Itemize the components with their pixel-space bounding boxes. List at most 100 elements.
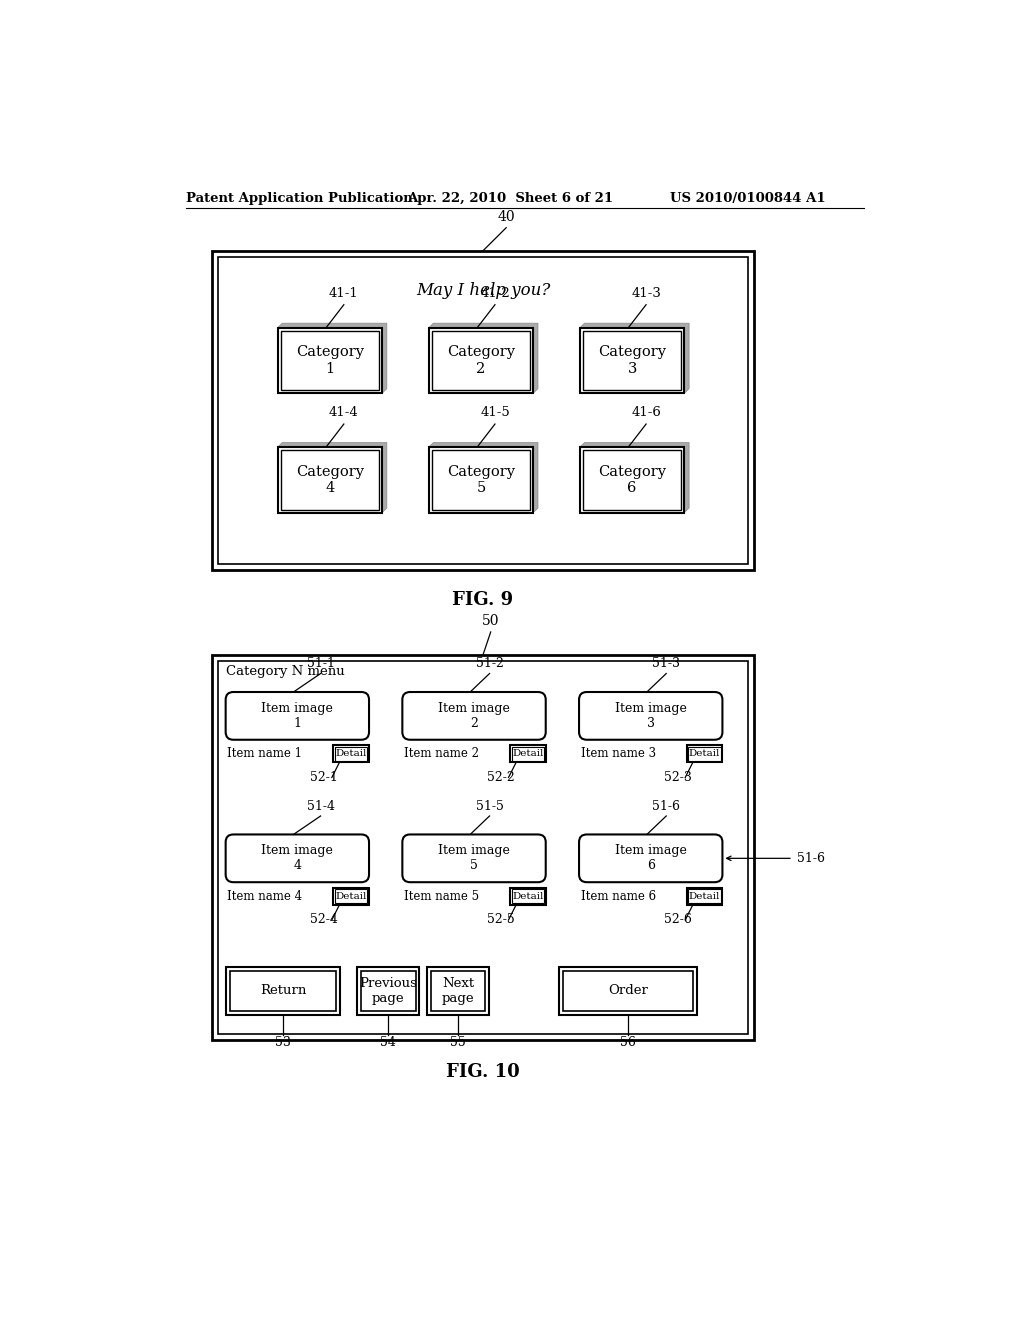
Text: 52-5: 52-5 (486, 913, 515, 927)
Text: 41-6: 41-6 (631, 407, 662, 420)
Text: May I help you?: May I help you? (416, 282, 550, 300)
Text: Detail: Detail (512, 750, 544, 758)
Text: 52-6: 52-6 (664, 913, 691, 927)
Bar (281, 331, 379, 391)
FancyBboxPatch shape (402, 834, 546, 882)
Polygon shape (580, 442, 689, 512)
Bar (431, 970, 485, 1011)
Text: 40: 40 (498, 210, 515, 224)
Text: Previous
page: Previous page (359, 977, 418, 1005)
Text: Category
3: Category 3 (598, 346, 667, 376)
Text: 51-2: 51-2 (475, 657, 504, 671)
Text: Item name 5: Item name 5 (403, 890, 479, 903)
Text: Patent Application Publication: Patent Application Publication (186, 191, 413, 205)
Bar (357, 966, 420, 1015)
Text: 41-5: 41-5 (480, 407, 510, 420)
Bar (278, 327, 382, 393)
Text: Item image
1: Item image 1 (261, 702, 333, 730)
Text: Item name 3: Item name 3 (581, 747, 655, 760)
Text: 52-2: 52-2 (486, 771, 515, 784)
Bar (512, 890, 544, 903)
Bar (687, 887, 722, 904)
Bar (427, 966, 489, 1015)
Text: Apr. 22, 2010  Sheet 6 of 21: Apr. 22, 2010 Sheet 6 of 21 (407, 191, 613, 205)
Text: 41-1: 41-1 (329, 286, 358, 300)
Text: Next
page: Next page (441, 977, 474, 1005)
Bar (212, 251, 755, 570)
Text: Detail: Detail (689, 750, 720, 758)
Text: Category
6: Category 6 (598, 465, 667, 495)
Bar (212, 655, 755, 1040)
Text: 51-6: 51-6 (652, 800, 680, 813)
Bar (512, 747, 544, 760)
Bar (432, 450, 530, 510)
Text: Return: Return (260, 985, 306, 998)
Text: Detail: Detail (512, 891, 544, 900)
Text: Item image
3: Item image 3 (614, 702, 687, 730)
Bar (580, 327, 684, 393)
Text: Item name 2: Item name 2 (403, 747, 479, 760)
Polygon shape (278, 323, 387, 393)
Text: 51-4: 51-4 (306, 800, 335, 813)
Text: 41-2: 41-2 (480, 286, 510, 300)
Text: 54: 54 (381, 1036, 396, 1049)
Text: Detail: Detail (689, 891, 720, 900)
Bar (510, 887, 546, 904)
Bar (334, 744, 369, 762)
Bar (278, 447, 382, 512)
Bar (281, 450, 379, 510)
Text: Category
2: Category 2 (447, 346, 515, 376)
Bar (688, 890, 721, 903)
Text: Category
4: Category 4 (296, 465, 364, 495)
Text: FIG. 9: FIG. 9 (453, 590, 513, 609)
Bar (229, 970, 337, 1011)
FancyBboxPatch shape (225, 834, 369, 882)
Bar (225, 966, 340, 1015)
FancyBboxPatch shape (579, 692, 722, 739)
Text: US 2010/0100844 A1: US 2010/0100844 A1 (671, 191, 826, 205)
Bar (432, 331, 530, 391)
Text: 52-1: 52-1 (310, 771, 338, 784)
Bar (510, 744, 546, 762)
Text: 41-3: 41-3 (631, 286, 662, 300)
FancyBboxPatch shape (579, 834, 722, 882)
Bar (687, 744, 722, 762)
Polygon shape (429, 442, 538, 512)
Bar (429, 447, 534, 512)
Text: Item name 6: Item name 6 (581, 890, 655, 903)
FancyBboxPatch shape (225, 692, 369, 739)
Text: 52-4: 52-4 (310, 913, 338, 927)
Text: 41-4: 41-4 (329, 407, 358, 420)
Bar (583, 331, 681, 391)
Text: 53: 53 (275, 1036, 291, 1049)
Text: Item image
6: Item image 6 (614, 845, 687, 873)
Text: 56: 56 (620, 1036, 636, 1049)
Text: Order: Order (608, 985, 648, 998)
Polygon shape (278, 442, 387, 512)
Bar (580, 447, 684, 512)
Bar (218, 257, 748, 564)
Bar (583, 450, 681, 510)
Text: 51-1: 51-1 (306, 657, 335, 671)
Text: Item name 1: Item name 1 (227, 747, 302, 760)
Text: 50: 50 (482, 614, 500, 628)
Text: 51-6: 51-6 (797, 851, 824, 865)
Text: Item image
5: Item image 5 (438, 845, 510, 873)
Text: Item name 4: Item name 4 (227, 890, 302, 903)
Polygon shape (580, 323, 689, 393)
Bar (559, 966, 697, 1015)
Text: 51-3: 51-3 (652, 657, 680, 671)
Text: 52-3: 52-3 (664, 771, 691, 784)
Bar (361, 970, 416, 1011)
Text: Category
5: Category 5 (447, 465, 515, 495)
Bar (429, 327, 534, 393)
Text: Item image
2: Item image 2 (438, 702, 510, 730)
Text: Category
1: Category 1 (296, 346, 364, 376)
Bar (688, 747, 721, 760)
Text: 51-5: 51-5 (475, 800, 504, 813)
Bar (218, 661, 748, 1034)
Text: 55: 55 (451, 1036, 466, 1049)
Polygon shape (429, 323, 538, 393)
Text: Category N menu: Category N menu (225, 665, 344, 678)
Bar (335, 747, 368, 760)
